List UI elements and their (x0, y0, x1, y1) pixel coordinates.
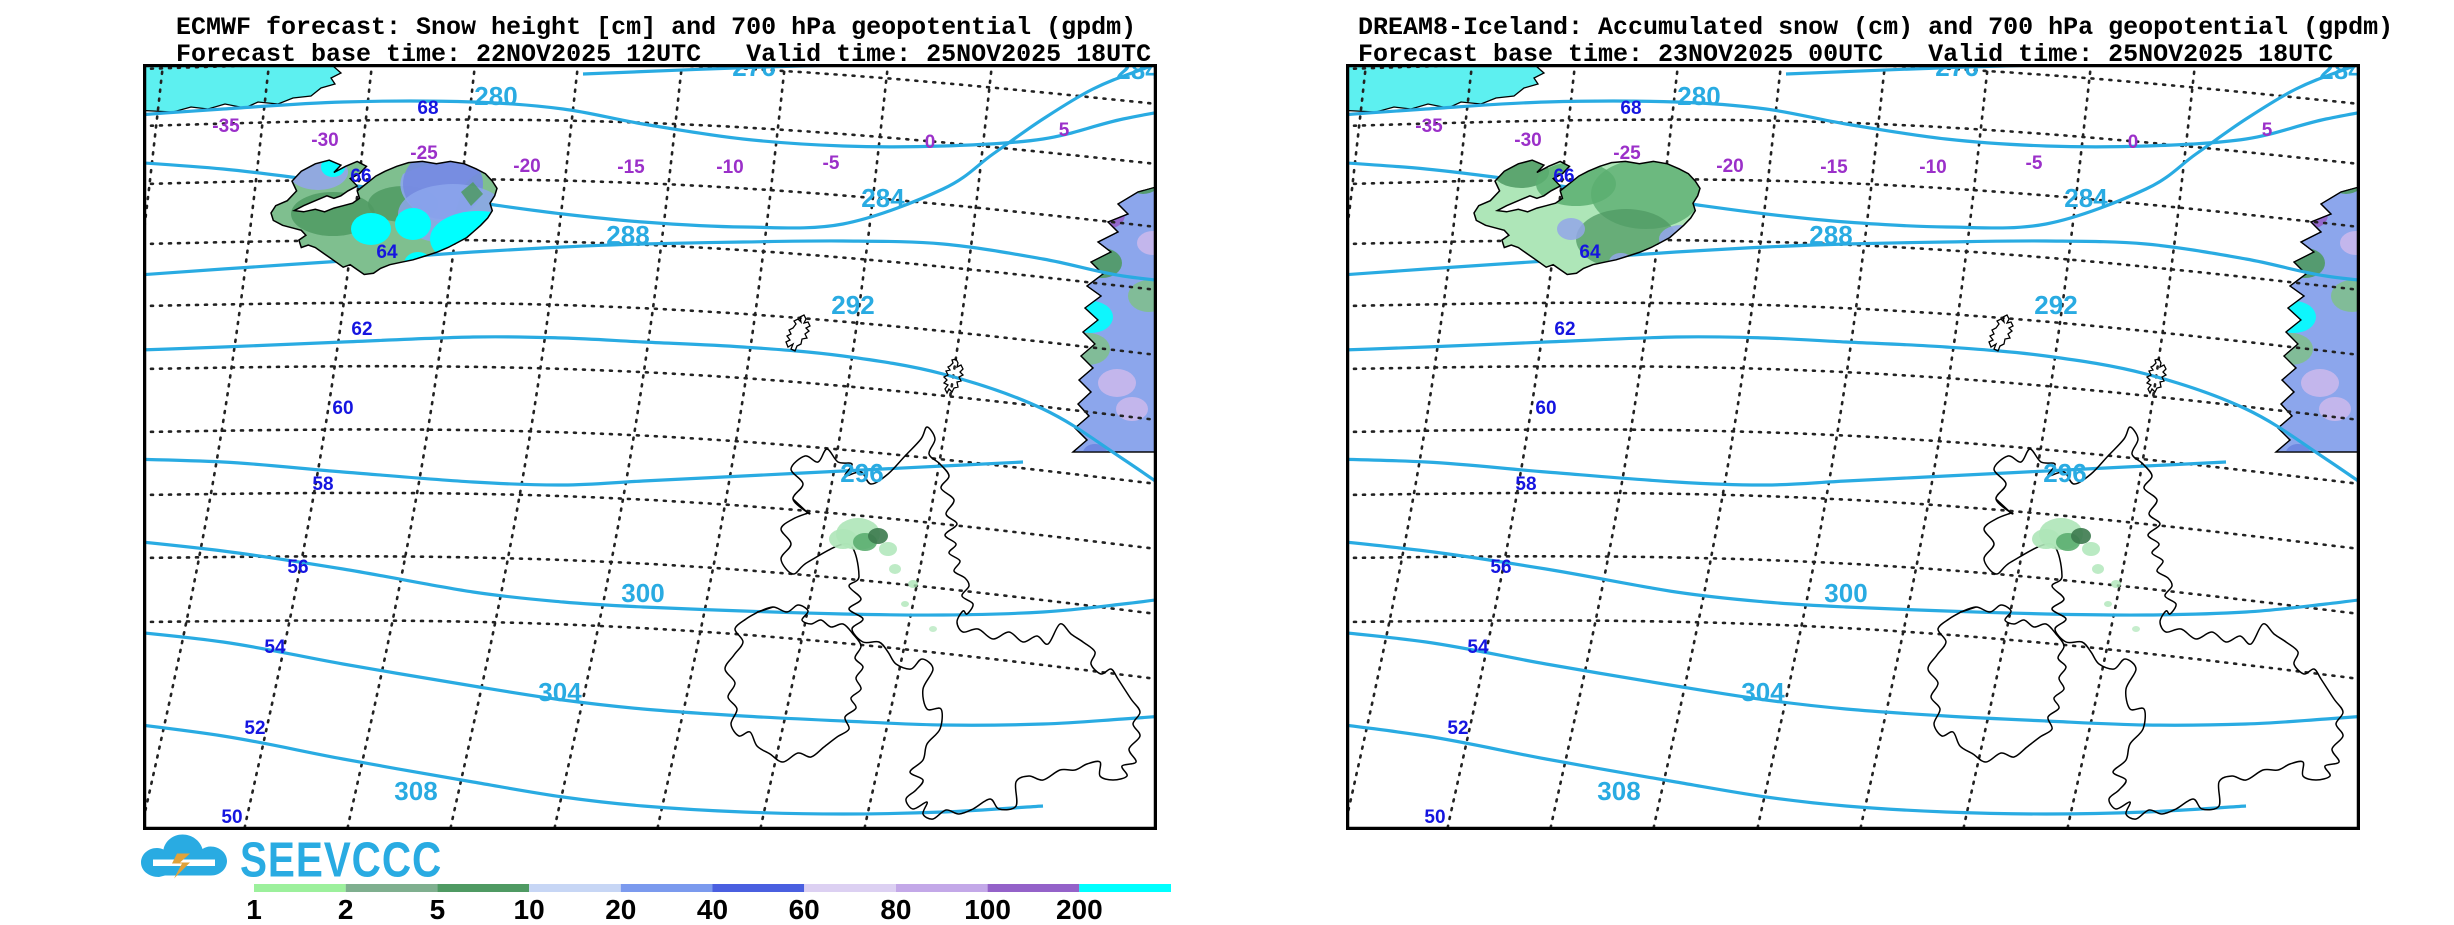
svg-text:-15: -15 (1820, 157, 1848, 178)
svg-text:200: 200 (1056, 894, 1103, 924)
svg-text:-25: -25 (1613, 143, 1641, 164)
svg-text:288: 288 (606, 220, 649, 250)
svg-text:40: 40 (697, 894, 728, 924)
svg-text:58: 58 (1515, 474, 1536, 495)
svg-text:300: 300 (621, 578, 664, 608)
svg-text:-30: -30 (1514, 130, 1541, 151)
svg-text:-35: -35 (212, 116, 240, 137)
svg-text:1: 1 (246, 894, 262, 924)
svg-text:-20: -20 (1716, 156, 1743, 177)
svg-text:304: 304 (538, 677, 582, 707)
svg-text:60: 60 (332, 398, 353, 419)
svg-text:-5: -5 (823, 153, 840, 174)
svg-text:54: 54 (264, 637, 286, 658)
svg-text:-25: -25 (410, 143, 438, 164)
svg-text:62: 62 (351, 319, 372, 340)
svg-text:308: 308 (394, 776, 437, 806)
svg-text:308: 308 (1597, 776, 1640, 806)
svg-text:60: 60 (1535, 398, 1556, 419)
svg-text:64: 64 (1579, 242, 1601, 263)
svg-text:288: 288 (1809, 220, 1852, 250)
svg-text:5: 5 (2262, 120, 2273, 141)
svg-text:304: 304 (1741, 677, 1785, 707)
svg-text:50: 50 (221, 807, 242, 828)
svg-text:280: 280 (1677, 81, 1720, 111)
svg-text:52: 52 (244, 718, 265, 739)
svg-text:296: 296 (840, 458, 883, 488)
svg-text:68: 68 (417, 98, 438, 119)
svg-text:66: 66 (350, 166, 371, 187)
svg-text:-5: -5 (2026, 153, 2043, 174)
svg-text:100: 100 (964, 894, 1011, 924)
svg-text:56: 56 (1490, 557, 1511, 578)
svg-text:284: 284 (861, 183, 905, 213)
svg-text:-35: -35 (1415, 116, 1443, 137)
svg-text:52: 52 (1447, 718, 1468, 739)
svg-text:-10: -10 (1919, 157, 1946, 178)
svg-text:300: 300 (1824, 578, 1867, 608)
svg-text:54: 54 (1467, 637, 1489, 658)
svg-text:296: 296 (2043, 458, 2086, 488)
svg-text:292: 292 (2034, 290, 2077, 320)
svg-text:66: 66 (1553, 166, 1574, 187)
svg-text:-30: -30 (311, 130, 338, 151)
svg-text:0: 0 (925, 132, 936, 153)
svg-text:80: 80 (880, 894, 911, 924)
svg-text:284: 284 (2064, 183, 2108, 213)
svg-text:68: 68 (1620, 98, 1641, 119)
svg-text:64: 64 (376, 242, 398, 263)
svg-text:10: 10 (514, 894, 545, 924)
svg-text:20: 20 (605, 894, 636, 924)
svg-text:58: 58 (312, 474, 333, 495)
svg-text:62: 62 (1554, 319, 1575, 340)
svg-text:5: 5 (1059, 120, 1070, 141)
svg-text:-20: -20 (513, 156, 540, 177)
svg-text:-15: -15 (617, 157, 645, 178)
svg-text:5: 5 (430, 894, 446, 924)
svg-text:56: 56 (287, 557, 308, 578)
svg-text:-10: -10 (716, 157, 743, 178)
svg-text:280: 280 (474, 81, 517, 111)
svg-text:0: 0 (2128, 132, 2139, 153)
svg-text:50: 50 (1424, 807, 1445, 828)
svg-text:60: 60 (789, 894, 820, 924)
svg-text:2: 2 (338, 894, 354, 924)
svg-text:292: 292 (831, 290, 874, 320)
